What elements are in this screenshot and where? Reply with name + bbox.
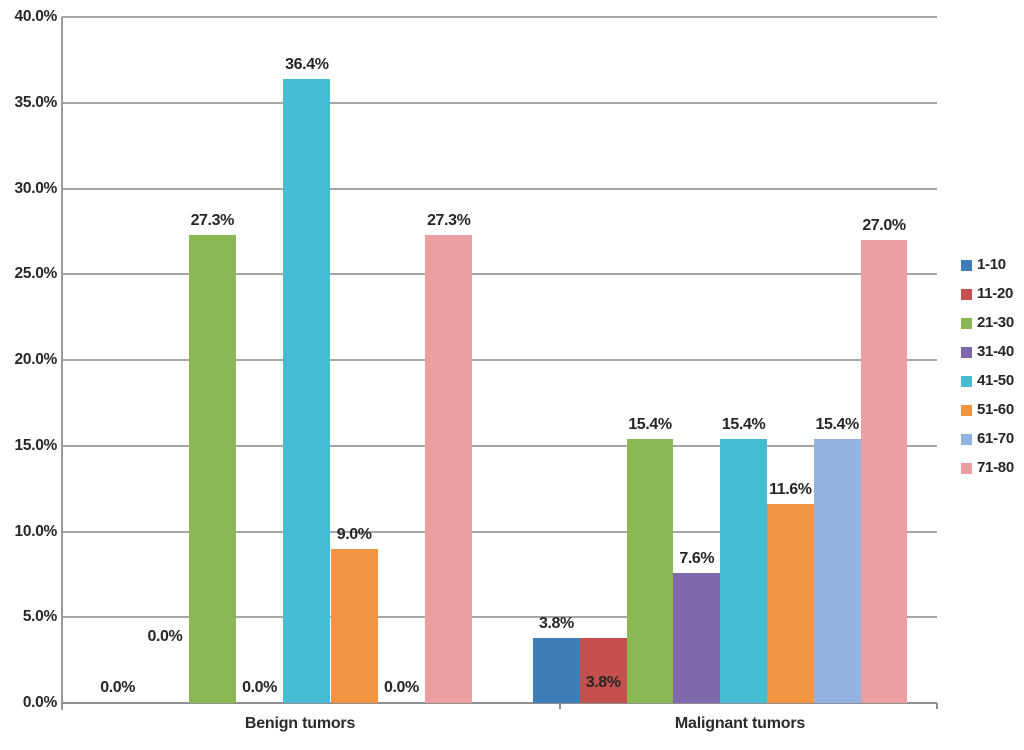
legend-label: 41-50 [977, 372, 1014, 389]
y-axis-tick-label: 0.0% [22, 694, 57, 711]
bar-51-60-malignant [767, 504, 814, 703]
gridline [62, 616, 937, 619]
gridline [62, 101, 937, 104]
legend-swatch-icon [961, 462, 972, 474]
x-axis-tick [559, 703, 561, 709]
value-label: 3.8% [538, 614, 574, 632]
legend-item-41-50: 41-50 [961, 372, 1014, 390]
legend-item-11-20: 11-20 [961, 285, 1014, 303]
legend-label: 71-80 [977, 459, 1014, 476]
y-axis-tick-label: 40.0% [14, 8, 58, 25]
gridline [62, 187, 937, 190]
legend-swatch-icon [961, 317, 972, 329]
legend-item-61-70: 61-70 [961, 430, 1014, 448]
value-label: 0.0% [384, 679, 419, 696]
legend-label: 21-30 [977, 314, 1014, 331]
value-label: 27.0% [862, 216, 906, 234]
bar-31-40-malignant [673, 572, 721, 703]
legend-swatch-icon [961, 404, 972, 416]
bar-61-70-malignant [813, 438, 861, 703]
value-label: 7.6% [679, 549, 715, 567]
value-label: 15.4% [721, 415, 766, 433]
y-axis-tick-label: 35.0% [14, 93, 58, 111]
category-label-malignant-tumors: Malignant tumors [674, 715, 806, 732]
legend-swatch-icon [961, 346, 972, 358]
y-axis-tick-label: 5.0% [22, 608, 57, 626]
bar-1-10-malignant [533, 637, 580, 703]
y-axis-tick-label: 15.0% [14, 436, 58, 454]
legend-item-1-10: 1-10 [961, 256, 1014, 274]
legend-item-31-40: 31-40 [961, 343, 1014, 361]
value-label: 15.4% [815, 415, 860, 433]
gridline [62, 530, 937, 533]
value-label: 0.0% [100, 679, 136, 696]
legend-label: 51-60 [977, 401, 1014, 418]
gridline [62, 16, 937, 18]
legend: 1-10 11-20 21-30 31-40 41-50 51-60 61-70 71-80 [961, 256, 1014, 477]
value-label: 9.0% [336, 525, 372, 543]
x-axis-tick [936, 703, 938, 709]
y-axis-tick-label: 30.0% [14, 179, 58, 197]
legend-label: 1-10 [977, 256, 1006, 273]
legend-label: 11-20 [977, 285, 1014, 302]
bar-11-20-malignant [579, 637, 627, 703]
legend-item-51-60: 51-60 [961, 401, 1014, 419]
value-label: 15.4% [628, 415, 672, 433]
x-axis-line [62, 702, 937, 704]
bar-71-80-benign [425, 234, 473, 703]
bar-51-60-benign [330, 548, 378, 703]
category-label-benign-tumors: Benign tumors [244, 715, 356, 732]
value-label: 11.6% [769, 481, 812, 499]
legend-item-21-30: 21-30 [961, 314, 1014, 332]
value-label: 27.3% [427, 211, 471, 229]
y-axis-tick-label: 10.0% [14, 522, 58, 540]
gridline [62, 273, 937, 276]
y-axis-tick-label: 25.0% [14, 265, 58, 283]
gridline [62, 444, 937, 447]
y-axis-tick-label: 20.0% [14, 351, 58, 368]
gridline [62, 359, 937, 361]
value-label: 0.0% [147, 628, 183, 645]
value-label: 36.4% [285, 55, 329, 73]
bar-41-50-benign [283, 78, 331, 703]
bar-21-30-malignant [626, 438, 674, 703]
value-label: 0.0% [242, 679, 277, 696]
legend-swatch-icon [961, 433, 972, 445]
legend-swatch-icon [961, 259, 972, 271]
legend-swatch-icon [961, 375, 972, 387]
y-axis-line [61, 17, 63, 710]
value-label: 27.3% [190, 211, 235, 229]
bar-21-30-benign [188, 234, 236, 703]
legend-label: 61-70 [977, 430, 1014, 447]
bar-71-80-malignant [860, 239, 908, 703]
legend-label: 31-40 [977, 343, 1014, 360]
value-label: 3.8% [585, 674, 621, 691]
legend-item-71-80: 71-80 [961, 459, 1014, 477]
bar-41-50-malignant [720, 438, 767, 703]
legend-swatch-icon [961, 288, 972, 300]
